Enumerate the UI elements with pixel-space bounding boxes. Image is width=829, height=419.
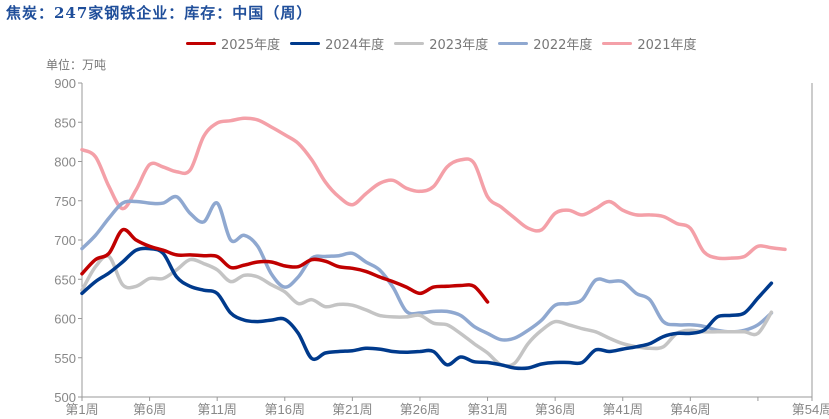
legend-label: 2024年度 — [325, 38, 385, 53]
legend-swatch — [290, 42, 321, 45]
y-tick-label: 850 — [54, 115, 76, 130]
x-tick-label: 第6周 — [133, 402, 166, 417]
legend-item: 2025年度 — [186, 34, 280, 53]
legend-label: 2023年度 — [429, 38, 489, 53]
x-tick-label: 第41周 — [603, 402, 643, 417]
legend: 2025年度 2024年度 2023年度 2022年度 2021年度 — [186, 34, 696, 53]
y-tick-label: 900 — [54, 76, 76, 91]
x-tick-label: 第16周 — [265, 402, 305, 417]
x-tick-label: 第54周 — [792, 402, 829, 417]
y-tick-label: 700 — [54, 233, 76, 248]
series-line-2022年度 — [80, 194, 774, 342]
legend-swatch — [186, 42, 216, 45]
series-line-2023年度 — [80, 254, 774, 368]
x-tick-label: 第21周 — [332, 402, 372, 417]
series-line-2021年度 — [80, 116, 787, 261]
y-tick-label: 500 — [54, 390, 76, 405]
x-tick-label: 第36周 — [535, 402, 575, 417]
legend-swatch — [394, 42, 425, 45]
series-line-2025年度 — [80, 227, 490, 304]
legend-label: 2021年度 — [637, 38, 697, 53]
legend-item: 2023年度 — [394, 34, 488, 53]
legend-item: 2024年度 — [290, 34, 384, 53]
chart-title: 焦炭：247家钢铁企业：库存：中国（周） — [6, 4, 313, 22]
legend-item: 2021年度 — [602, 34, 696, 53]
legend-label: 2022年度 — [533, 38, 593, 53]
legend-swatch — [602, 42, 633, 45]
legend-swatch — [498, 42, 529, 45]
legend-item: 2022年度 — [498, 34, 592, 53]
y-tick-label: 600 — [54, 312, 76, 327]
legend-label: 2025年度 — [221, 38, 281, 53]
x-tick-label: 第46周 — [670, 402, 710, 417]
x-tick-label: 第11周 — [197, 402, 237, 417]
y-tick-label: 650 — [54, 272, 76, 287]
x-tick-label: 第31周 — [467, 402, 507, 417]
y-tick-label: 800 — [54, 155, 76, 170]
y-tick-label: 550 — [54, 351, 76, 366]
x-tick-label: 第26周 — [400, 402, 440, 417]
series-line-2024年度 — [80, 246, 774, 371]
y-tick-label: 750 — [54, 194, 76, 209]
unit-label: 单位：万吨 — [46, 58, 107, 72]
x-tick-label: 第1周 — [65, 402, 98, 417]
